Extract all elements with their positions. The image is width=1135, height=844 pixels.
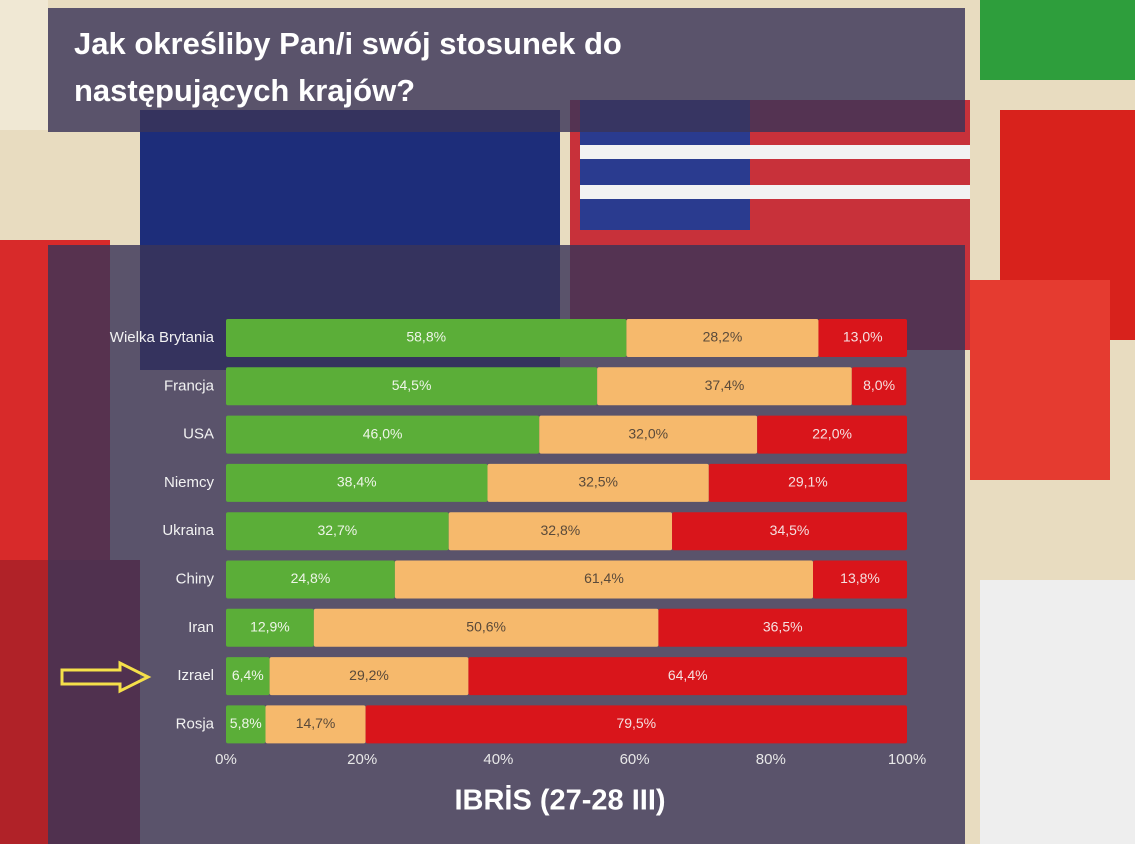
bar-segment (226, 415, 540, 454)
value-label: 13,0% (843, 329, 883, 345)
value-label: 6,4% (232, 667, 264, 683)
value-label: 32,5% (578, 474, 618, 490)
bar-segment (539, 415, 758, 454)
value-label: 38,4% (337, 474, 377, 490)
category-label: Chiny (176, 570, 215, 587)
value-label: 61,4% (584, 570, 624, 586)
bar-segment (757, 415, 907, 454)
source: IBRİS (27-28 III) (454, 785, 665, 817)
flag-deco (0, 0, 48, 130)
category-label: Francja (164, 377, 215, 394)
value-label: 79,5% (616, 715, 656, 731)
bar-segment (226, 608, 314, 647)
bar-segment (597, 367, 852, 406)
bar-segment (269, 657, 469, 696)
bar-segment (226, 560, 395, 599)
highlight-arrow (60, 660, 152, 694)
value-label: 5,8% (230, 715, 262, 731)
bar-segment (658, 608, 907, 647)
bar-segment (818, 319, 907, 357)
flag-deco (580, 185, 970, 199)
x-tick-label: 40% (483, 751, 513, 768)
category-label: USA (183, 426, 214, 443)
x-tick-label: 20% (347, 751, 377, 768)
category-label: Izrael (177, 667, 214, 684)
value-label: 32,8% (541, 522, 581, 538)
bar-segment (226, 463, 488, 502)
bar-segment (226, 367, 598, 406)
category-label: Wielka Brytania (110, 329, 215, 346)
bar-segment (487, 463, 709, 502)
bar-segment (226, 319, 627, 357)
flag-deco (970, 280, 1110, 480)
bar-segment (468, 657, 907, 696)
bar-segment (265, 705, 366, 744)
bar-segment (448, 512, 673, 551)
value-label: 28,2% (703, 329, 743, 345)
bar-segment (365, 705, 908, 744)
value-label: 22,0% (812, 425, 852, 441)
chart-title: Jak określiby Pan/i swój stosunek do nas… (74, 26, 622, 108)
x-tick-label: 0% (215, 751, 237, 768)
flag-deco (980, 580, 1135, 844)
value-label: 29,2% (349, 667, 389, 683)
x-tick-label: 60% (620, 751, 650, 768)
bar-segment (672, 512, 907, 551)
flag-deco (980, 0, 1135, 80)
value-label: 24,8% (291, 570, 331, 586)
value-label: 14,7% (296, 715, 336, 731)
category-label: Rosja (176, 715, 215, 732)
bar-segment (851, 367, 907, 406)
value-label: 32,7% (317, 522, 357, 538)
value-label: 50,6% (466, 619, 506, 635)
x-tick-label: 80% (756, 751, 786, 768)
value-label: 29,1% (788, 474, 828, 490)
bar-segment (226, 705, 266, 744)
category-label: Ukraina (162, 522, 214, 539)
value-label: 46,0% (363, 425, 403, 441)
value-label: 13,8% (840, 570, 880, 586)
value-label: 58,8% (406, 329, 446, 345)
bar-segment (226, 512, 449, 551)
value-label: 64,4% (668, 667, 708, 683)
value-label: 8,0% (863, 377, 895, 393)
bar-segment (708, 463, 907, 502)
category-label: Iran (188, 619, 214, 636)
value-label: 54,5% (392, 377, 432, 393)
value-label: 37,4% (705, 377, 745, 393)
bar-segment (626, 319, 819, 357)
title-panel (48, 8, 965, 132)
bar-segment (226, 657, 270, 696)
bar-segment (394, 560, 814, 599)
value-label: 34,5% (770, 522, 810, 538)
bar-segment (813, 560, 907, 599)
category-label: Niemcy (164, 474, 215, 491)
value-label: 12,9% (250, 619, 290, 635)
bar-segment (313, 608, 659, 647)
x-tick-label: 100% (888, 751, 926, 768)
value-label: 36,5% (763, 619, 803, 635)
value-label: 32,0% (628, 425, 668, 441)
flag-deco (580, 145, 970, 159)
